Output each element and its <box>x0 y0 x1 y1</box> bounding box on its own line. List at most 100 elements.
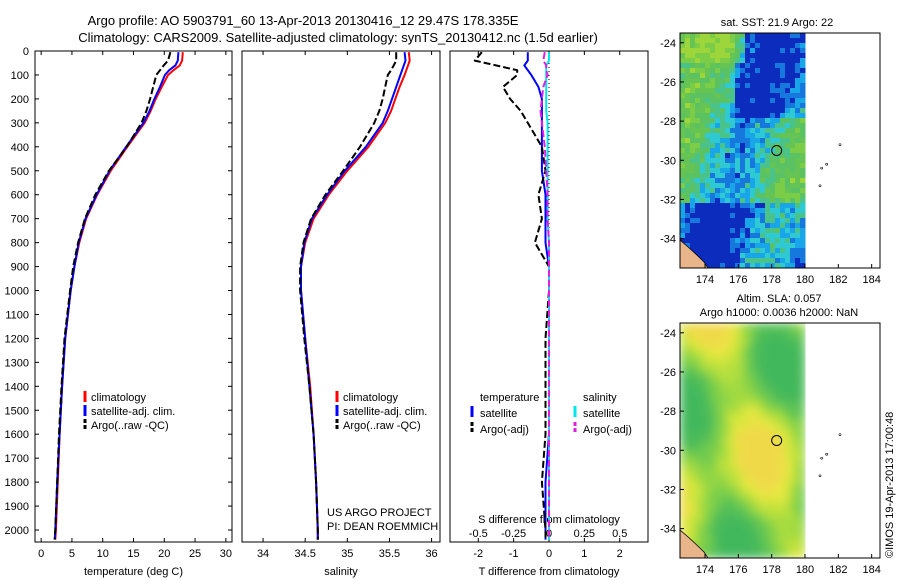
map-cell <box>710 73 716 79</box>
map-cell <box>735 238 741 244</box>
map-cell <box>690 518 696 524</box>
map-cell <box>770 458 776 464</box>
map-cell <box>735 83 741 89</box>
map-cell <box>740 173 746 179</box>
map-cell <box>740 263 746 268</box>
map-cell <box>680 343 686 349</box>
map-cell <box>730 493 736 499</box>
map-cell <box>765 258 771 264</box>
map-cell <box>770 438 776 444</box>
map-cell <box>770 358 776 364</box>
map-cell <box>735 368 741 374</box>
x-tick-label: 20 <box>158 548 170 560</box>
map-cell <box>760 68 766 74</box>
map-cell <box>750 48 756 54</box>
map-cell <box>735 388 741 394</box>
map-cell <box>725 413 731 419</box>
map-cell <box>765 143 771 149</box>
map-cell <box>800 343 806 349</box>
map-cell <box>760 218 766 224</box>
map-cell <box>740 388 746 394</box>
map-cell <box>800 213 806 219</box>
x-tick-label: 0 <box>38 548 44 560</box>
map-cell <box>745 48 751 54</box>
map-cell <box>740 343 746 349</box>
map-cell <box>770 98 776 104</box>
map-cell <box>695 343 701 349</box>
map-cell <box>715 68 721 74</box>
map-cell <box>710 468 716 474</box>
map-cell <box>745 243 751 249</box>
map-cell <box>725 388 731 394</box>
map-cell <box>780 413 786 419</box>
map-cell <box>770 223 776 229</box>
map-cell <box>735 73 741 79</box>
map-cell <box>720 503 726 509</box>
map-cell <box>800 248 806 254</box>
map-cell <box>795 403 801 409</box>
map-cell <box>705 553 711 558</box>
map-cell <box>690 163 696 169</box>
map-cell <box>695 183 701 189</box>
map-cell <box>795 423 801 429</box>
map-cell <box>795 263 801 268</box>
map-cell <box>790 548 796 554</box>
map-cell <box>765 158 771 164</box>
map-cell <box>795 168 801 174</box>
map-cell <box>695 508 701 514</box>
map-cell <box>715 533 721 539</box>
map-cell <box>735 163 741 169</box>
map-cell <box>775 118 781 124</box>
map-cell <box>700 253 706 259</box>
map-cell <box>690 473 696 479</box>
map-cell <box>770 498 776 504</box>
map-cell <box>715 548 721 554</box>
map-cell <box>765 413 771 419</box>
map-cell <box>725 78 731 84</box>
map-cell <box>710 358 716 364</box>
x-tick-label: 30 <box>220 548 232 560</box>
map-cell <box>725 338 731 344</box>
map-cell <box>710 548 716 554</box>
map-cell <box>765 93 771 99</box>
map-cell <box>740 378 746 384</box>
map-cell <box>795 53 801 59</box>
map-cell <box>700 178 706 184</box>
map-cell <box>790 78 796 84</box>
map-cell <box>800 503 806 509</box>
map-cell <box>785 58 791 64</box>
map-cell <box>755 323 761 329</box>
map-cell <box>795 373 801 379</box>
map-cell <box>750 418 756 424</box>
map-cell <box>685 163 691 169</box>
map-cell <box>775 108 781 114</box>
map-cell <box>695 108 701 114</box>
map-cell <box>745 368 751 374</box>
map-cell <box>705 343 711 349</box>
map-cell <box>775 328 781 334</box>
map-cell <box>755 343 761 349</box>
map-cell <box>680 43 686 49</box>
map-cell <box>725 508 731 514</box>
map-cell <box>695 533 701 539</box>
map-cell <box>775 333 781 339</box>
map-cell <box>735 178 741 184</box>
map-cell <box>800 538 806 544</box>
map-cell <box>730 238 736 244</box>
map-cell <box>695 193 701 199</box>
map-cell <box>770 453 776 459</box>
map-cell <box>705 118 711 124</box>
map-cell <box>795 68 801 74</box>
map-cell <box>790 378 796 384</box>
map-cell <box>705 148 711 154</box>
map-cell <box>695 58 701 64</box>
map-cell <box>760 493 766 499</box>
map-cell <box>760 483 766 489</box>
map-cell <box>735 103 741 109</box>
map-cell <box>755 113 761 119</box>
map-cell <box>755 148 761 154</box>
map-cell <box>795 83 801 89</box>
map-cell <box>750 73 756 79</box>
map-cell <box>690 483 696 489</box>
map-cell <box>770 33 776 39</box>
